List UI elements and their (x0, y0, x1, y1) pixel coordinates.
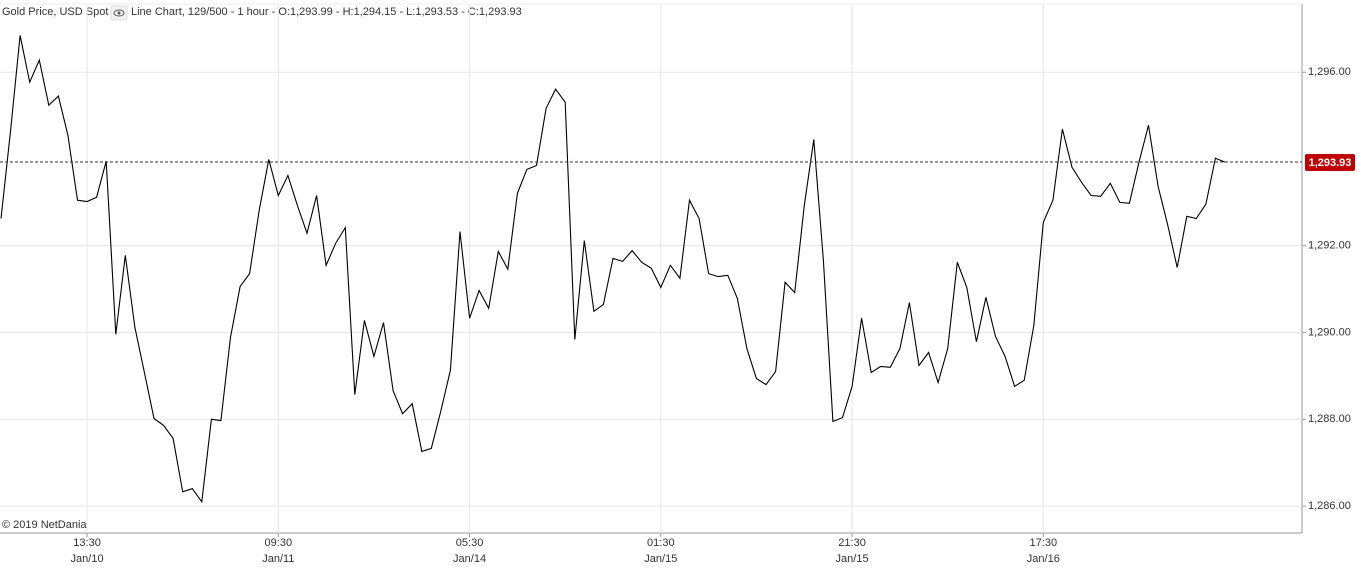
chart-title: Gold Price, USD Spot (2, 6, 108, 18)
chart-subtitle: Line Chart, 129/500 - 1 hour - O:1,293.9… (131, 6, 522, 18)
y-tick-label: 1,286.00 (1308, 500, 1351, 512)
eye-icon[interactable] (110, 5, 128, 21)
last-price-box (1305, 154, 1355, 172)
x-tick-date: Jan/10 (71, 553, 104, 565)
x-tick-label: 01:30 (647, 537, 675, 549)
x-tick-label: 21:30 (838, 537, 866, 549)
x-tick-label: 13:30 (73, 537, 101, 549)
x-tick-date: Jan/16 (1027, 553, 1060, 565)
y-tick-label: 1,296.00 (1308, 66, 1351, 78)
x-tick-label: 09:30 (265, 537, 293, 549)
copyright: © 2019 NetDania (2, 519, 87, 531)
price-line (0, 35, 1226, 504)
x-tick-label: 17:30 (1030, 537, 1058, 549)
eye-pupil (117, 11, 121, 15)
y-tick-label: 1,288.00 (1308, 413, 1351, 425)
x-tick-label: 05:30 (456, 537, 484, 549)
last-price-label: 1,293.93 (1309, 157, 1352, 169)
eye-shape (113, 9, 125, 17)
y-tick-label: 1,292.00 (1308, 240, 1351, 252)
x-tick-date: Jan/14 (453, 553, 486, 565)
y-tick-label: 1,290.00 (1308, 326, 1351, 338)
x-tick-date: Jan/11 (262, 553, 294, 565)
x-tick-date: Jan/15 (836, 553, 869, 565)
x-tick-date: Jan/15 (644, 553, 677, 565)
